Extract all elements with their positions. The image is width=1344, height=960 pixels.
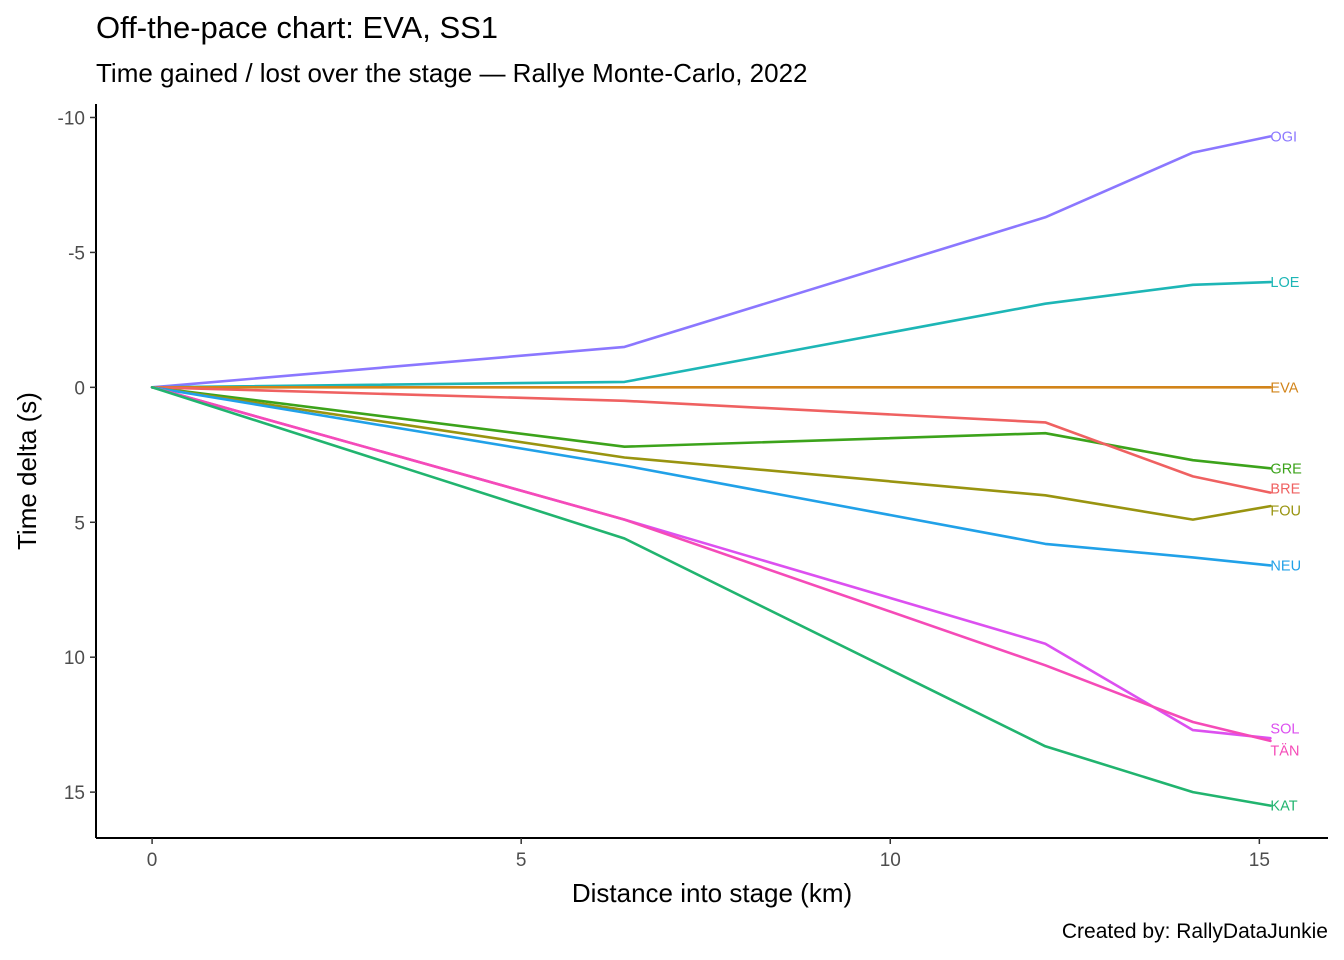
caption: Created by: RallyDataJunkie <box>1061 920 1328 943</box>
series-end-label-ogi: OGI <box>1270 129 1297 145</box>
series-end-label-tän: TÄN <box>1270 743 1299 760</box>
series-end-label-bre: BRE <box>1270 481 1300 497</box>
y-axis-title: Time delta (s) <box>12 392 42 550</box>
y-tick-label: 0 <box>74 378 85 399</box>
x-tick-label: 0 <box>147 850 158 871</box>
y-tick-label: -5 <box>68 243 85 264</box>
chart-title: Off-the-pace chart: EVA, SS1 <box>96 10 499 45</box>
series-end-label-neu: NEU <box>1270 558 1301 574</box>
series-end-label-kat: KAT <box>1270 799 1297 815</box>
axes-layer: 0 5 10 15 -10 -5 0 5 10 15 <box>58 104 1328 871</box>
series-end-label-fou: FOU <box>1270 503 1301 519</box>
series-line-bre <box>150 385 1272 494</box>
series-line-loe <box>150 280 1272 389</box>
chart-subtitle: Time gained / lost over the stage — Rall… <box>96 58 808 88</box>
x-axis-title: Distance into stage (km) <box>572 878 852 908</box>
series-end-label-sol: SOL <box>1270 722 1299 738</box>
y-tick-label: 15 <box>64 783 85 804</box>
y-tick-label: 10 <box>64 648 85 669</box>
series-end-label-loe: LOE <box>1270 275 1299 291</box>
y-tick-label: 5 <box>74 513 85 534</box>
series-end-label-gre: GRE <box>1270 461 1302 477</box>
series-line-neu <box>150 385 1272 567</box>
series-layer: OGI LOE EVA GRE BRE FOU NEU SOL TÄN KAT <box>150 129 1302 815</box>
series-line-kat <box>150 385 1272 807</box>
series-line-tän <box>150 385 1272 743</box>
series-line-ogi <box>150 135 1272 389</box>
x-tick-label: 15 <box>1249 850 1270 871</box>
series-line-fou <box>150 385 1272 521</box>
y-tick-label: -10 <box>58 108 85 129</box>
series-line-gre <box>150 385 1272 470</box>
x-tick-label: 10 <box>880 850 901 871</box>
series-end-label-eva: EVA <box>1270 380 1298 396</box>
x-tick-label: 5 <box>516 850 527 871</box>
